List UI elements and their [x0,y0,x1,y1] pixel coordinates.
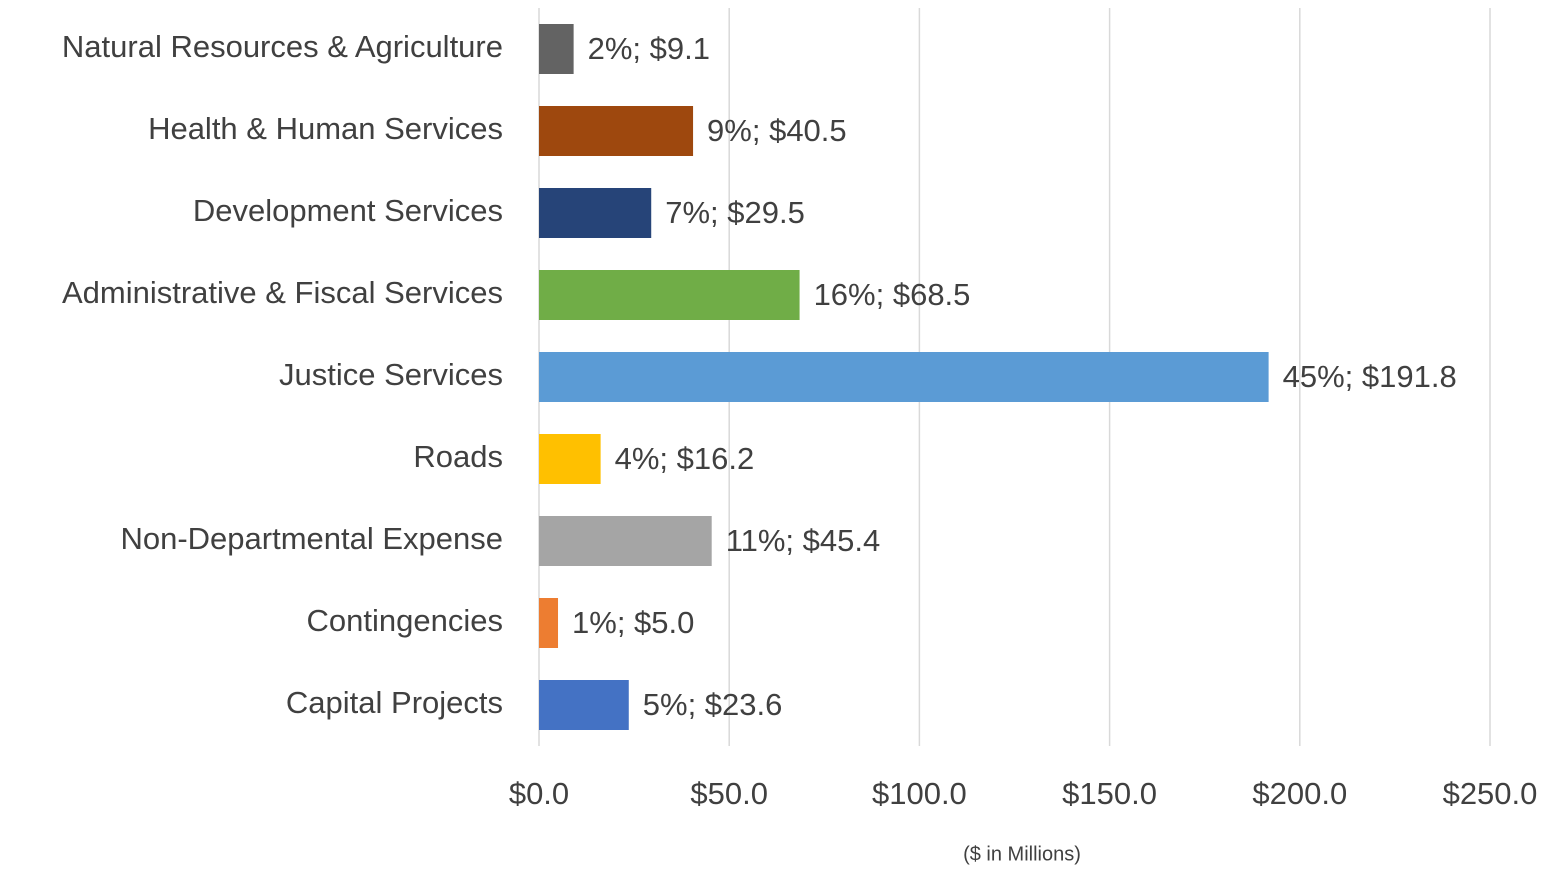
x-tick-label: $150.0 [1062,776,1157,811]
bar [539,680,629,730]
data-label: 5%; $23.6 [643,687,783,722]
bar [539,106,694,156]
data-label: 45%; $191.8 [1283,359,1457,394]
data-label: 9%; $40.5 [707,113,847,148]
bar [539,598,559,648]
y-tick-label: Development Services [193,193,503,228]
data-label: 2%; $9.1 [588,31,710,66]
bar [539,352,1269,402]
y-tick-label: Contingencies [307,603,503,638]
x-tick-label: $100.0 [872,776,967,811]
data-label: 16%; $68.5 [814,277,971,312]
y-tick-label: Capital Projects [286,685,503,720]
data-label: 4%; $16.2 [615,441,755,476]
y-tick-label: Natural Resources & Agriculture [62,29,503,64]
x-tick-label: $50.0 [690,776,768,811]
x-tick-label: $0.0 [509,776,569,811]
y-tick-label: Roads [413,439,503,474]
bar [539,516,712,566]
x-tick-label: $200.0 [1252,776,1347,811]
bar [539,24,574,74]
bar [539,188,652,238]
data-label: 11%; $45.4 [726,523,881,558]
y-tick-label: Justice Services [279,357,503,392]
y-tick-label: Non-Departmental Expense [120,521,503,556]
y-tick-label: Administrative & Fiscal Services [62,275,503,310]
x-axis-label: ($ in Millions) [963,843,1081,865]
y-tick-label: Health & Human Services [148,111,503,146]
data-label: 1%; $5.0 [572,605,694,640]
data-label: 7%; $29.5 [665,195,805,230]
x-tick-label: $250.0 [1443,776,1538,811]
bar [539,270,800,320]
bar [539,434,601,484]
